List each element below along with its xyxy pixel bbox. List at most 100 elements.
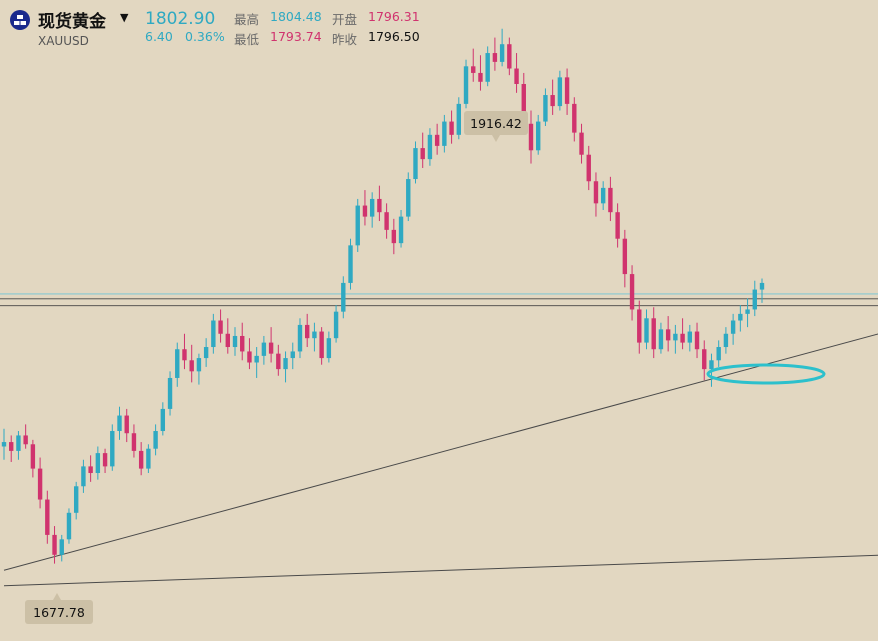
candle-body xyxy=(420,148,425,160)
candle xyxy=(319,327,324,365)
candle-body xyxy=(463,66,469,104)
candle xyxy=(146,444,151,474)
candle xyxy=(629,265,635,321)
low-label-pointer xyxy=(53,593,61,600)
candle xyxy=(305,313,310,348)
candle xyxy=(268,327,274,363)
candle-body xyxy=(59,539,64,555)
candle xyxy=(102,448,108,474)
candle-body xyxy=(579,132,584,155)
candle-body xyxy=(175,349,180,378)
candle-body xyxy=(225,333,230,348)
candle-body xyxy=(615,212,620,239)
price-annotations: 1916.42 1677.78 xyxy=(25,111,528,624)
candle-body xyxy=(95,453,101,474)
candle-body xyxy=(348,245,353,283)
candle xyxy=(492,37,498,71)
candle-body xyxy=(398,216,404,244)
low-label-text: 最低 xyxy=(234,32,260,47)
candle-body xyxy=(521,83,526,124)
candle-body xyxy=(384,212,389,230)
candle xyxy=(608,176,613,222)
candle xyxy=(333,305,339,343)
candle-body xyxy=(427,134,433,160)
candle xyxy=(485,46,490,87)
candle-body xyxy=(593,181,599,204)
candle xyxy=(73,481,79,520)
candle xyxy=(637,300,642,354)
candle xyxy=(593,172,599,217)
candle xyxy=(88,455,93,482)
candle xyxy=(211,313,216,354)
candle xyxy=(110,424,115,471)
candle-body xyxy=(211,320,216,348)
candle-body xyxy=(514,68,519,84)
candle xyxy=(9,435,14,462)
price-change-percent: 0.36% xyxy=(185,29,225,44)
candle xyxy=(514,53,519,93)
candle-body xyxy=(528,123,534,151)
candle-body xyxy=(117,415,122,432)
candle xyxy=(478,55,483,91)
candle xyxy=(232,327,238,356)
candle xyxy=(449,110,454,144)
candle xyxy=(283,351,288,383)
gold-bars-icon xyxy=(10,10,30,30)
candle xyxy=(398,209,404,248)
breakout-ellipse[interactable] xyxy=(706,363,826,385)
candle-body xyxy=(406,179,411,217)
candle-body xyxy=(218,320,223,334)
candle xyxy=(189,344,194,383)
candle-body xyxy=(73,486,79,513)
symbol-name[interactable]: 现货黄金 xyxy=(38,12,106,32)
candle xyxy=(406,172,411,222)
candle xyxy=(586,145,591,191)
candle xyxy=(572,97,577,142)
candle xyxy=(348,238,353,290)
candle-body xyxy=(694,331,700,350)
high-value: 1804.48 xyxy=(270,9,322,24)
candle xyxy=(167,371,173,416)
candle-body xyxy=(759,282,765,290)
dropdown-caret-icon[interactable]: ▼ xyxy=(120,11,129,24)
candle-body xyxy=(261,342,267,356)
candle xyxy=(745,298,750,328)
candle-body xyxy=(702,349,707,370)
candle xyxy=(471,48,476,82)
candle xyxy=(673,324,678,354)
candle-body xyxy=(312,331,317,339)
candle-body xyxy=(478,72,483,82)
candle xyxy=(153,424,158,456)
candle xyxy=(463,59,469,109)
candle xyxy=(557,70,563,111)
candle-body xyxy=(81,466,86,487)
candle-body xyxy=(543,95,548,122)
candle xyxy=(434,123,440,155)
candle-body xyxy=(355,205,360,246)
candle-body xyxy=(138,450,144,469)
candle xyxy=(499,28,505,67)
candle xyxy=(456,97,461,140)
candle xyxy=(759,278,765,303)
candle-body xyxy=(196,358,202,372)
candle-body xyxy=(203,347,209,359)
candle xyxy=(59,534,64,562)
candle xyxy=(261,335,267,365)
candle xyxy=(658,322,664,354)
candle xyxy=(615,203,620,248)
candle-body xyxy=(377,198,382,213)
trendline xyxy=(3,554,878,587)
candle-body xyxy=(341,282,346,312)
candle xyxy=(730,313,736,345)
candle-body xyxy=(254,355,259,363)
candle xyxy=(52,526,57,564)
low-label-box xyxy=(25,600,93,624)
candle xyxy=(420,132,425,168)
candle-body xyxy=(442,121,447,146)
candle xyxy=(687,324,693,352)
trendlines xyxy=(3,333,878,587)
high-label: 1916.42 xyxy=(470,116,522,131)
candle-body xyxy=(160,408,166,432)
candle xyxy=(124,408,129,443)
